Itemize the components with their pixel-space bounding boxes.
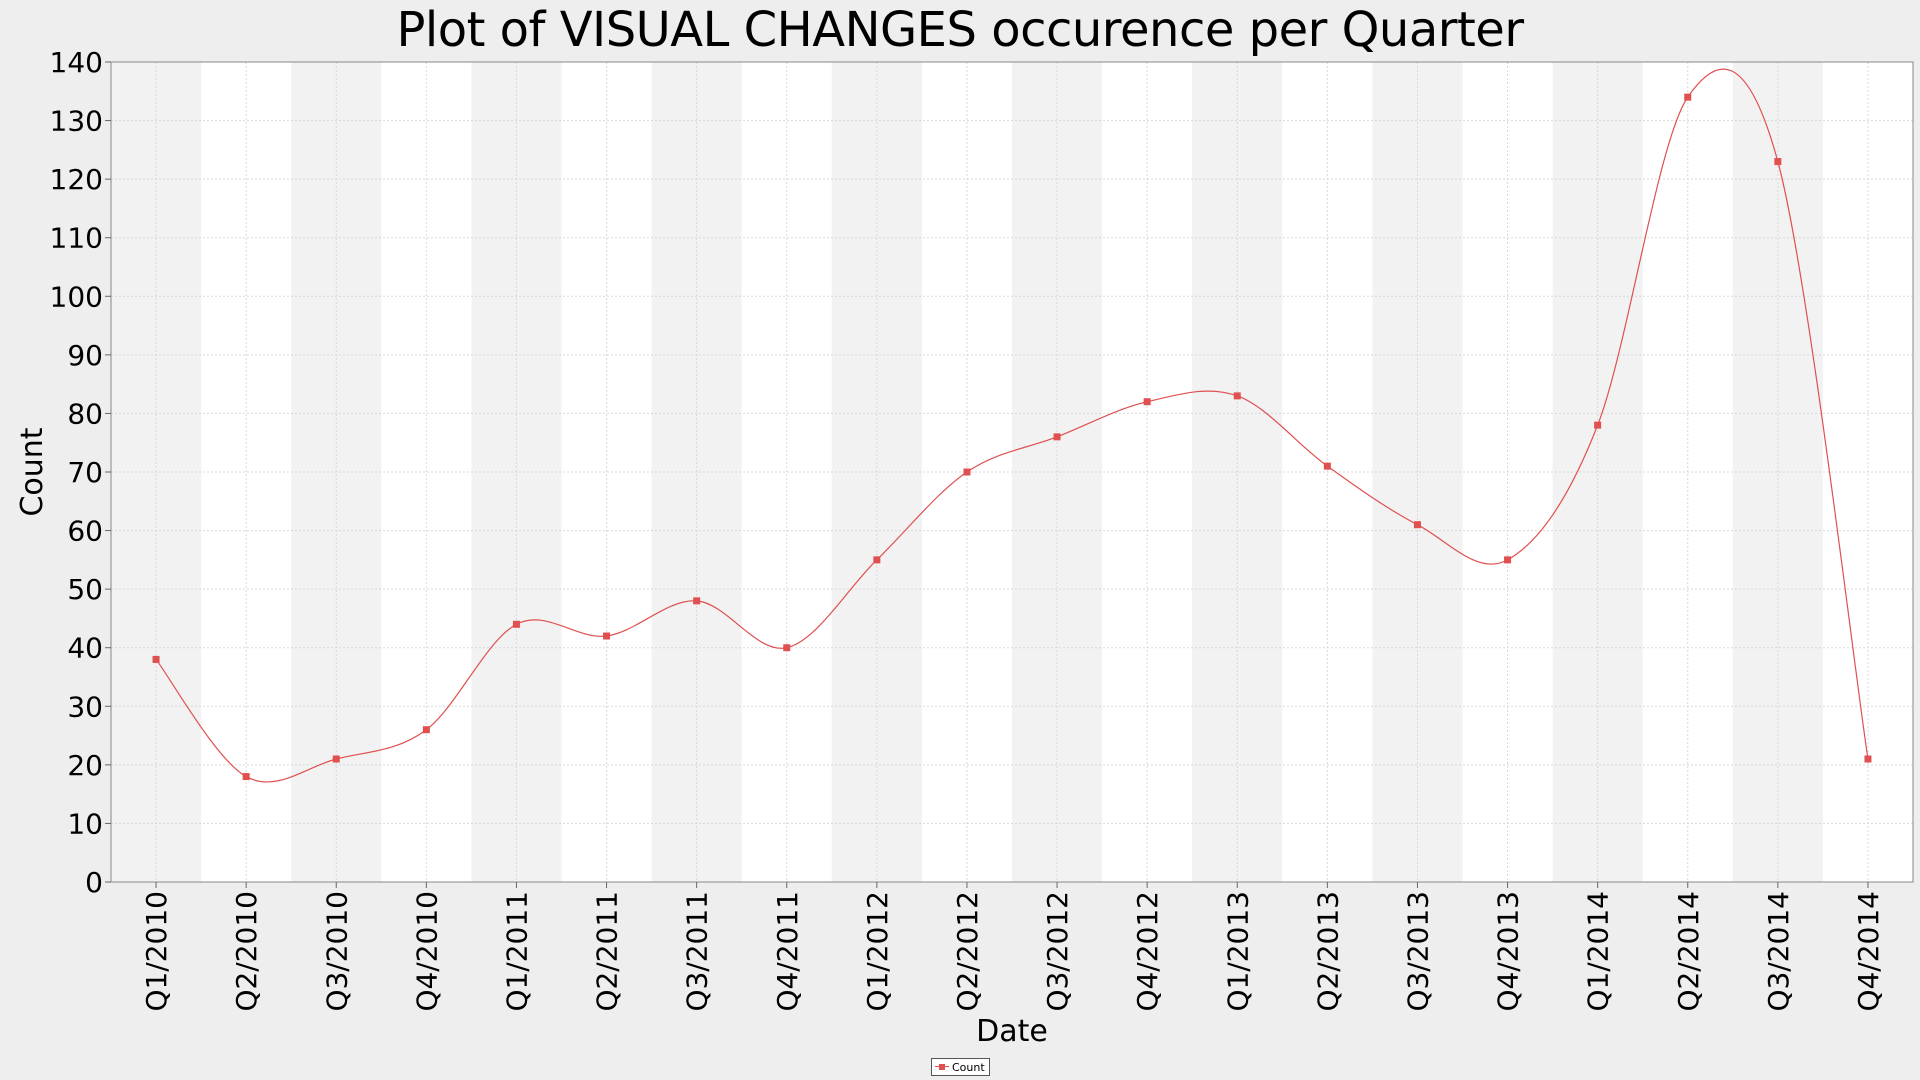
data-point (1864, 755, 1872, 763)
y-tick-label: 20 (67, 749, 103, 782)
y-tick-label: 120 (50, 163, 103, 196)
x-tick-label: Q2/2010 (230, 891, 263, 1012)
x-tick-label: Q1/2014 (1582, 891, 1615, 1012)
x-tick-label: Q4/2011 (771, 891, 804, 1012)
data-point (1323, 462, 1331, 470)
data-point (1233, 392, 1241, 400)
y-tick-label: 90 (67, 339, 103, 372)
y-tick-label: 0 (85, 866, 103, 899)
data-point (693, 597, 701, 605)
y-tick-label: 60 (67, 515, 103, 548)
legend: Count (931, 1058, 990, 1076)
y-tick-label: 140 (50, 46, 103, 79)
data-point (603, 632, 611, 640)
y-tick-label: 30 (67, 690, 103, 723)
series-markers (152, 93, 1872, 781)
x-tick-label: Q3/2012 (1041, 891, 1074, 1012)
data-point (1504, 556, 1512, 564)
x-tick-label: Q4/2014 (1852, 891, 1885, 1012)
x-axis-ticks: Q1/2010 Q2/2010 Q3/2010 Q4/2010 Q1/2011 Q2/20… (140, 882, 1885, 1012)
chart-title: Plot of VISUAL CHANGES occurence per Qua… (396, 2, 1524, 58)
x-tick-label: Q3/2014 (1762, 891, 1795, 1012)
x-tick-label: Q2/2012 (951, 891, 984, 1012)
series-line-count (155, 68, 1869, 783)
y-axis-label: Count (15, 427, 50, 516)
x-tick-label: Q2/2013 (1311, 891, 1344, 1012)
data-point (422, 726, 430, 734)
data-point (963, 468, 971, 476)
x-tick-label: Q1/2011 (500, 891, 533, 1012)
x-tick-label: Q1/2010 (140, 891, 173, 1012)
data-point (512, 620, 520, 628)
legend-label: Count (952, 1060, 985, 1074)
y-tick-label: 130 (50, 105, 103, 138)
x-tick-label: Q3/2010 (320, 891, 353, 1012)
x-tick-label: Q4/2012 (1131, 891, 1164, 1012)
y-axis-ticks: 0 10 20 30 40 50 60 70 80 90 100 110 120 130 140 (50, 46, 111, 899)
x-tick-label: Q2/2011 (591, 891, 624, 1012)
x-tick-label: Q2/2014 (1672, 891, 1705, 1012)
data-point (783, 644, 791, 652)
data-point (1413, 521, 1421, 529)
y-tick-label: 70 (67, 456, 103, 489)
y-tick-label: 110 (50, 222, 103, 255)
data-point (1684, 93, 1692, 101)
x-axis-label: Date (976, 1014, 1048, 1049)
x-tick-label: Q4/2010 (410, 891, 443, 1012)
y-tick-label: 80 (67, 397, 103, 430)
data-point (152, 655, 160, 663)
y-tick-label: 50 (67, 573, 103, 606)
x-tick-label: Q4/2013 (1492, 891, 1525, 1012)
x-tick-label: Q3/2011 (681, 891, 714, 1012)
y-tick-label: 100 (50, 280, 103, 313)
x-tick-label: Q1/2012 (861, 891, 894, 1012)
data-point (1053, 433, 1061, 441)
data-point (1143, 398, 1151, 406)
data-point (873, 556, 881, 564)
y-tick-label: 10 (67, 807, 103, 840)
data-point (1774, 158, 1782, 166)
legend-swatch (935, 1062, 949, 1072)
x-tick-label: Q3/2013 (1401, 891, 1434, 1012)
data-point (242, 773, 250, 781)
data-point (1594, 421, 1602, 429)
x-tick-label: Q1/2013 (1221, 891, 1254, 1012)
data-point (332, 755, 340, 763)
y-tick-label: 40 (67, 632, 103, 665)
